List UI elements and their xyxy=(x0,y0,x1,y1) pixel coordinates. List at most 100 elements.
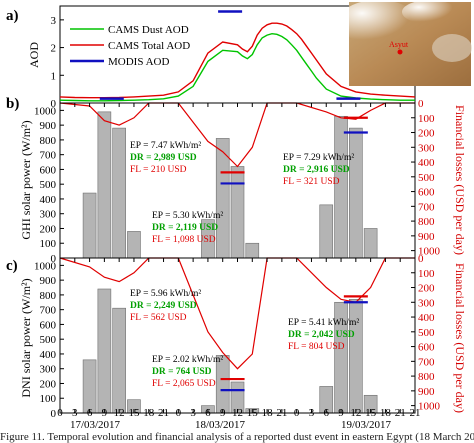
panel-c-annotations: EP = 5.96 kWh/m² DR = 2,249 USD FL = 562… xyxy=(130,289,359,389)
x-tick-label: 9 xyxy=(220,407,226,419)
c-ann2-fl: FL = 2,065 USD xyxy=(152,379,216,389)
c-ann3-ep: EP = 5.41 kWh/m² xyxy=(288,318,359,328)
panel-b-ticks: 0100200300400500600700800900100001002003… xyxy=(34,98,441,265)
panel-a-letter: a) xyxy=(6,8,19,24)
x-axis: 0 3 6 9 12 15 18 21 0 3 6 9 12 15 18 21 0 3 6 9 12 15 18 21 21 xyxy=(57,103,421,419)
y-tick-label: 100 xyxy=(40,238,57,250)
x-tick-label: 21 xyxy=(276,407,287,419)
panel-a-aod: a) AOD 0 1 2 3 CAMS Dust AOD CAMS Total AOD… xyxy=(6,0,472,110)
b-ann3-dr: DR = 2,916 USD xyxy=(283,165,350,175)
legend-label-dust: CAMS Dust AOD xyxy=(108,24,189,36)
y2-tick-label: 500 xyxy=(418,172,435,184)
x-tick-label: 0 xyxy=(57,407,63,419)
panel-b-ghi: b) GHI solar power (W/m²) Financial loss… xyxy=(6,96,467,265)
y-tick-label: 500 xyxy=(40,334,57,346)
dni-bar xyxy=(112,307,126,414)
y-tick-label: 200 xyxy=(40,223,57,235)
y2-tick-label: 400 xyxy=(418,157,435,169)
y2-tick-label: 700 xyxy=(418,356,435,368)
ghi-bar xyxy=(363,228,378,259)
c-ann3-fl: FL = 804 USD xyxy=(288,342,345,352)
x-tick-label: 12 xyxy=(350,407,361,419)
ghi-bar xyxy=(127,231,141,259)
y2-tick-label: 1000 xyxy=(418,401,441,413)
ghi-bar xyxy=(112,127,126,259)
inset-cloud xyxy=(338,0,418,44)
y-tick-label: 1 xyxy=(51,70,57,82)
b-ann2-ep: EP = 5.30 kWh/m² xyxy=(152,211,223,221)
panel-b-ylabel2: Financial losses (USD per day) xyxy=(453,105,467,255)
y-tick-label: 3 xyxy=(51,15,57,27)
dni-bar xyxy=(82,359,97,414)
c-ann2-dr: DR = 764 USD xyxy=(152,367,212,377)
y-tick-label: 300 xyxy=(40,209,57,221)
y2-tick-label: 300 xyxy=(418,142,435,154)
inset-city-label: Asyut xyxy=(389,40,409,49)
panel-c-dni: c) DNI solar power (W/m²) Financial loss… xyxy=(6,253,467,420)
dni-bar xyxy=(97,288,112,414)
y2-tick-label: 800 xyxy=(418,216,435,228)
panel-c-ylabel: DNI solar power (W/m²) xyxy=(19,278,33,397)
c-ann1-dr: DR = 2,249 USD xyxy=(130,301,197,311)
panel-b-overlay xyxy=(59,102,415,185)
x-tick-label: 6 xyxy=(324,407,330,419)
y2-tick-label: 900 xyxy=(418,231,435,243)
x-tick-label: 18 xyxy=(380,407,392,419)
y-tick-label: 500 xyxy=(40,179,57,191)
panel-b-annotations: EP = 7.47 kWh/m² DR = 2,989 USD FL = 210… xyxy=(130,141,354,245)
x-tick-label: 15 xyxy=(365,407,377,419)
y2-tick-label: 700 xyxy=(418,201,435,213)
dni-bar xyxy=(349,299,363,414)
ghi-bar xyxy=(319,204,334,259)
ghi-bar xyxy=(349,127,363,259)
x-tick-label: 21 xyxy=(410,407,421,419)
legend-label-total: CAMS Total AOD xyxy=(108,40,190,52)
legend: CAMS Dust AOD CAMS Total AOD MODIS AOD xyxy=(70,24,190,68)
y2-tick-label: 600 xyxy=(418,342,435,354)
x-tick-label: 15 xyxy=(247,407,259,419)
y-tick-label: 0 xyxy=(51,98,57,110)
b-ann2-fl: FL = 1,098 USD xyxy=(152,235,216,245)
panel-c-ylabel2: Financial losses (USD per day) xyxy=(453,263,467,413)
ghi-bar xyxy=(245,242,260,259)
x-tick-label: 12 xyxy=(114,407,125,419)
y2-tick-label: 0 xyxy=(418,98,424,110)
y-tick-label: 0 xyxy=(51,408,57,420)
b-ann1-dr: DR = 2,989 USD xyxy=(130,153,197,163)
y-tick-label: 400 xyxy=(40,194,57,206)
ghi-bar xyxy=(334,115,348,259)
cams-total-aod-line xyxy=(59,22,416,99)
inset-cloud xyxy=(402,0,458,24)
y2-tick-label: 400 xyxy=(418,312,435,324)
y2-tick-label: 200 xyxy=(418,128,435,140)
y-tick-label: 1000 xyxy=(34,105,57,117)
b-ann3-ep: EP = 7.29 kWh/m² xyxy=(283,153,354,163)
ghi-bar xyxy=(230,166,245,259)
panel-c-letter: c) xyxy=(6,258,18,274)
panel-c-overlay xyxy=(59,257,415,392)
y-tick-label: 200 xyxy=(40,378,57,390)
y2-tick-label: 600 xyxy=(418,187,435,199)
y-tick-label: 800 xyxy=(40,290,57,302)
y-tick-label: 300 xyxy=(40,364,57,376)
x-tick-label: 6 xyxy=(205,407,211,419)
c-ann1-fl: FL = 562 USD xyxy=(130,313,187,323)
x-tick-label: 21 xyxy=(395,407,406,419)
b-ann1-ep: EP = 7.47 kWh/m² xyxy=(130,141,201,151)
x-tick-label: 15 xyxy=(128,407,140,419)
x-tick-label: 0 xyxy=(294,407,300,419)
x-tick-label: 0 xyxy=(176,407,182,419)
y-tick-label: 600 xyxy=(40,319,57,331)
figure-caption: Figure 11. Temporal evolution and financ… xyxy=(0,431,474,443)
y2-tick-label: 0 xyxy=(418,253,424,265)
y2-tick-label: 900 xyxy=(418,386,435,398)
y-tick-label: 900 xyxy=(40,275,57,287)
cams-dust-aod-line xyxy=(59,32,415,102)
inset-haze xyxy=(432,34,472,62)
y-tick-label: 800 xyxy=(40,135,57,147)
legend-label-modis: MODIS AOD xyxy=(108,56,169,68)
panel-c-ticks: 0100200300400500600700800900100001002003… xyxy=(34,253,441,420)
panel-a-ylabel: AOD xyxy=(27,42,41,68)
date-labels: 17/03/2017 18/03/2017 19/03/2017 xyxy=(70,419,392,431)
